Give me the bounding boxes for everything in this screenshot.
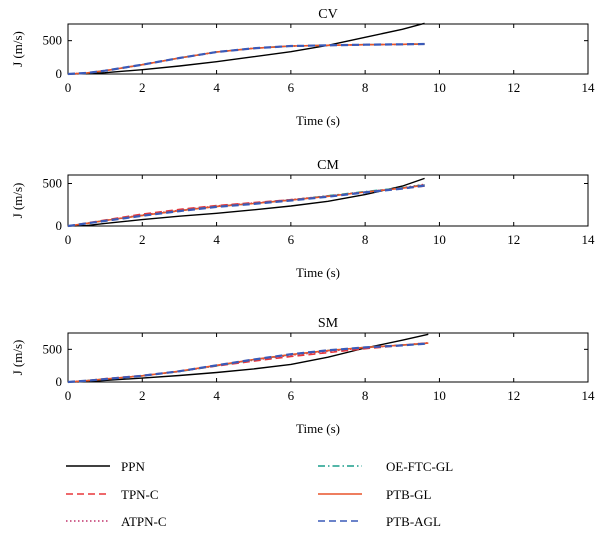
x-tick-label: 14 [582,388,596,403]
plot-frame [67,23,589,75]
x-tick-label: 12 [507,80,520,95]
x-tick-label: 12 [507,232,520,247]
chart-title: SM [318,316,339,331]
x-tick-label: 6 [288,388,295,403]
x-axis-label: Time (s) [296,265,340,280]
legend-label: TPN-C [121,487,159,502]
x-tick-label: 4 [213,80,220,95]
x-tick-label: 14 [582,80,596,95]
y-tick-label: 0 [56,66,63,81]
series-line-ptb-agl [67,42,425,76]
legend-label: OE-FTC-GL [386,459,453,474]
chart-panel-sm: SM 0 2 4 6 8 10 12 14 0 500 Time (s) J (m/s) [10,316,595,436]
series-line-ppn [67,333,429,383]
y-tick-label: 0 [56,218,63,233]
chart-title: CV [318,7,337,22]
chart-panel-cv: CV 0 2 4 6 8 10 12 14 0 500 Time (s) J (m/s) [10,7,595,128]
series-line-ppn [67,177,425,227]
legend-label: PTB-GL [386,487,432,502]
x-tick-label: 10 [433,80,446,95]
x-tick-label: 8 [362,388,369,403]
x-tick-label: 2 [139,80,146,95]
y-axis-label: J (m/s) [10,31,25,67]
x-tick-label: 2 [139,232,146,247]
x-tick-label: 6 [288,232,295,247]
legend-label: PTB-AGL [386,514,441,529]
plot-frame [67,332,589,383]
y-axis-label: J (m/s) [10,340,25,376]
series-line-ptb-agl [67,184,425,228]
chart-title: CM [317,158,339,173]
x-tick-label: 0 [65,80,72,95]
series-line-tpn-c [67,342,429,383]
x-tick-label: 0 [65,232,72,247]
chart-panel-cm: CM 0 2 4 6 8 10 12 14 0 500 Time (s) J (m/s) [10,158,595,280]
y-tick-label: 500 [43,176,63,191]
x-tick-label: 8 [362,232,369,247]
legend-label: PPN [121,459,145,474]
series-line-ppn [67,22,425,75]
y-tick-label: 0 [56,374,63,389]
y-axis-label: J (m/s) [10,183,25,219]
legend-label: ATPN-C [121,514,167,529]
x-axis-label: Time (s) [296,113,340,128]
plot-frame [67,174,589,227]
legend: PPN OE-FTC-GL TPN-C PTB-GL ATPN-C PTB-AGL [66,459,453,529]
x-tick-label: 2 [139,388,146,403]
x-tick-label: 0 [65,388,72,403]
series-line-ptb-agl [67,342,429,384]
x-tick-label: 10 [433,388,446,403]
x-axis-label: Time (s) [296,421,340,436]
x-tick-label: 4 [213,388,220,403]
x-tick-label: 6 [288,80,295,95]
x-tick-label: 14 [582,232,596,247]
x-tick-label: 12 [507,388,520,403]
series-line-oe-ftc-gl [67,342,429,383]
x-tick-label: 8 [362,80,369,95]
y-tick-label: 500 [43,341,63,356]
y-tick-label: 500 [43,33,63,48]
x-tick-label: 10 [433,232,446,247]
x-tick-label: 4 [213,232,220,247]
